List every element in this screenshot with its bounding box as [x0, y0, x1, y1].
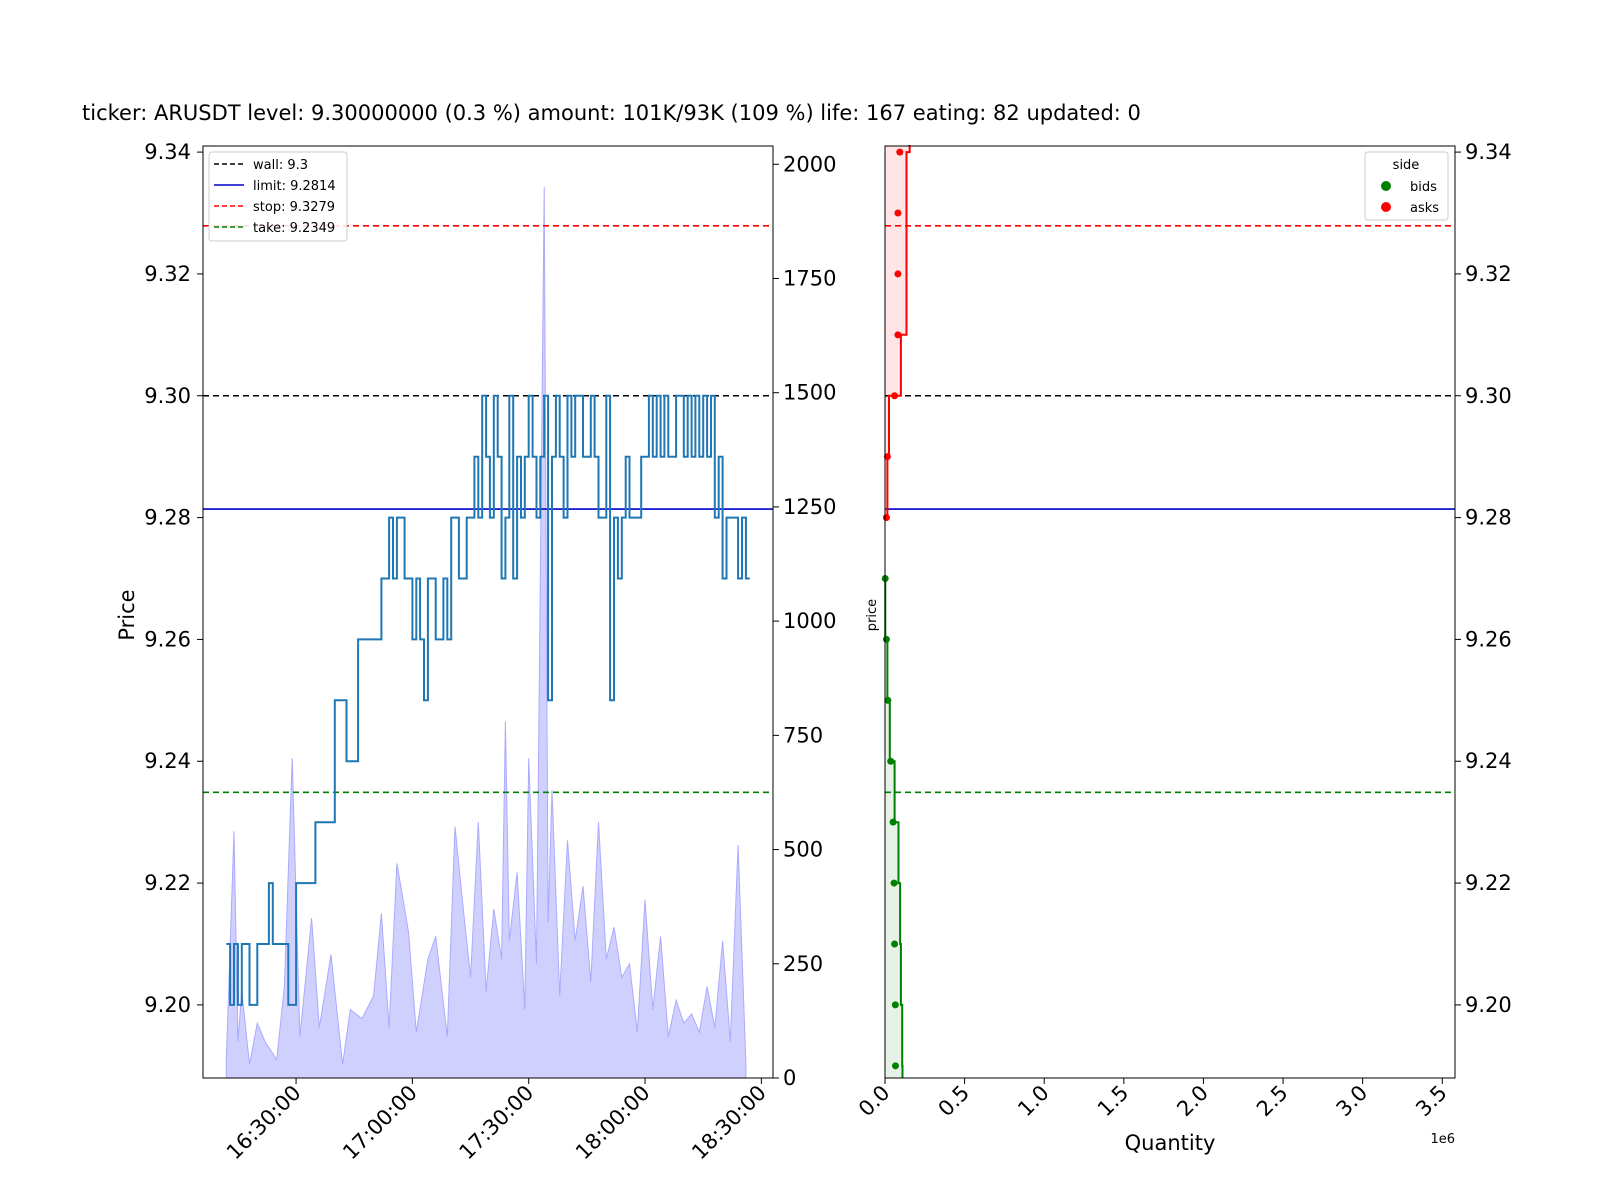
- asks-legend-marker: [1381, 202, 1391, 212]
- depth-price-axis: 9.20 9.22 9.24 9.26 9.28 9.30 9.32 9.34: [1455, 140, 1512, 1017]
- price-chart-frame: [202, 145, 774, 1079]
- quantity-tick-label: 0.5: [934, 1081, 975, 1122]
- volume-axis: 0 250 500 750 1000 1250 1500 1750 2000: [773, 152, 836, 1090]
- time-tick-label: 18:00:00: [571, 1081, 655, 1165]
- quantity-tick-label: 2.5: [1252, 1081, 1293, 1122]
- depth-price-tick-label: 9.26: [1465, 627, 1512, 651]
- bids-legend-marker: [1381, 181, 1391, 191]
- asks-point: [894, 331, 902, 339]
- depth-chart-legend: side bids asks: [1364, 151, 1449, 221]
- bids-legend-label: bids: [1410, 180, 1437, 195]
- volume-tick-label: 2000: [783, 152, 836, 176]
- price-tick-label: 9.34: [144, 140, 191, 164]
- price-line: [226, 394, 750, 1006]
- volume-tick-label: 500: [783, 838, 823, 862]
- quantity-axis: 0.0 0.5 1.0 1.5 2.0 2.5 3.0 3.5: [854, 1078, 1452, 1121]
- bids-point: [890, 879, 898, 887]
- depth-price-tick-label: 9.22: [1465, 871, 1512, 895]
- volume-area-path: [225, 187, 747, 1079]
- volume-tick-label: 750: [783, 723, 823, 747]
- quantity-tick-label: 3.5: [1411, 1081, 1452, 1122]
- asks-point: [882, 514, 890, 522]
- price-line-group: [226, 394, 750, 1006]
- bids-point: [889, 818, 897, 826]
- quantity-tick-label: 3.0: [1332, 1081, 1373, 1122]
- price-tick-label: 9.24: [144, 749, 191, 773]
- asks-point: [896, 148, 904, 156]
- asks-point: [883, 453, 891, 461]
- volume-tick-label: 1250: [783, 495, 836, 519]
- quantity-axis-label: Quantity: [1125, 1131, 1216, 1155]
- price-axis-label: Price: [115, 589, 139, 640]
- quantity-scale-label: 1e6: [1430, 1132, 1455, 1147]
- legend-box: [208, 151, 348, 242]
- stop-legend-label: stop: 9.3279: [253, 200, 335, 215]
- time-tick-label: 18:30:00: [687, 1081, 771, 1165]
- volume-tick-label: 250: [783, 952, 823, 976]
- wall-legend-label: wall: 9.3: [253, 158, 308, 173]
- depth-price-tick-label: 9.24: [1465, 749, 1512, 773]
- volume-tick-label: 0: [783, 1066, 796, 1090]
- volume-tick-label: 1750: [783, 266, 836, 290]
- price-tick-label: 9.22: [144, 871, 191, 895]
- depth-chart-panel: 9.20 9.22 9.24 9.26 9.28 9.30 9.32 9.34 0.0 0.5 1…: [854, 140, 1512, 1155]
- price-tick-label: 9.32: [144, 262, 191, 286]
- depth-price-tick-label: 9.34: [1465, 140, 1512, 164]
- bids-step-line: [884, 578, 904, 1078]
- depth-points: [881, 148, 904, 1070]
- time-tick-label: 17:00:00: [338, 1081, 422, 1165]
- quantity-tick-label: 1.0: [1013, 1081, 1054, 1122]
- bids-point: [891, 940, 899, 948]
- time-axis: 16:30:00 17:00:00 17:30:00 18:00:00 18:30:00: [222, 1078, 771, 1164]
- asks-legend-label: asks: [1410, 201, 1439, 216]
- level-lines: [203, 224, 773, 794]
- depth-price-tick-label: 9.20: [1465, 993, 1512, 1017]
- asks-point: [891, 392, 899, 400]
- bids-point: [892, 1062, 900, 1070]
- depth-price-tick-label: 9.28: [1465, 506, 1512, 530]
- volume-tick-label: 1000: [783, 609, 836, 633]
- quantity-tick-label: 1.5: [1093, 1081, 1134, 1122]
- price-tick-label: 9.30: [144, 384, 191, 408]
- asks-point: [894, 209, 902, 217]
- time-tick-label: 16:30:00: [222, 1081, 306, 1165]
- quantity-tick-label: 2.0: [1172, 1081, 1213, 1122]
- bids-point: [891, 1001, 899, 1009]
- depth-price-tick-label: 9.30: [1465, 384, 1512, 408]
- price-tick-label: 9.28: [144, 506, 191, 530]
- bids-point: [882, 635, 890, 643]
- bids-point: [884, 696, 892, 704]
- volume-area: [225, 187, 747, 1079]
- price-chart-panel: 9.20 9.22 9.24 9.26 9.28 9.30 9.32 9.34 0 250 500…: [115, 140, 836, 1164]
- depth-price-tick-label: 9.32: [1465, 262, 1512, 286]
- volume-tick-label: 1500: [783, 381, 836, 405]
- price-tick-label: 9.26: [144, 627, 191, 651]
- chart-title: ticker: ARUSDT level: 9.30000000 (0.3 %)…: [82, 101, 1141, 125]
- take-legend-label: take: 9.2349: [253, 221, 335, 236]
- depth-level-lines: [885, 224, 1455, 794]
- price-chart-legend: wall: 9.3 limit: 9.2814 stop: 9.3279 take: …: [208, 151, 348, 242]
- depth-legend-title: side: [1393, 158, 1420, 173]
- quantity-tick-label: 0.0: [854, 1081, 895, 1122]
- asks-point: [894, 270, 902, 278]
- bids-point: [887, 757, 895, 765]
- depth-price-label: price: [865, 599, 880, 631]
- limit-legend-label: limit: 9.2814: [253, 179, 336, 194]
- price-axis: 9.20 9.22 9.24 9.26 9.28 9.30 9.32 9.34: [144, 140, 203, 1017]
- depth-chart-frame: [884, 145, 1456, 1079]
- price-tick-label: 9.20: [144, 993, 191, 1017]
- time-tick-label: 17:30:00: [455, 1081, 539, 1165]
